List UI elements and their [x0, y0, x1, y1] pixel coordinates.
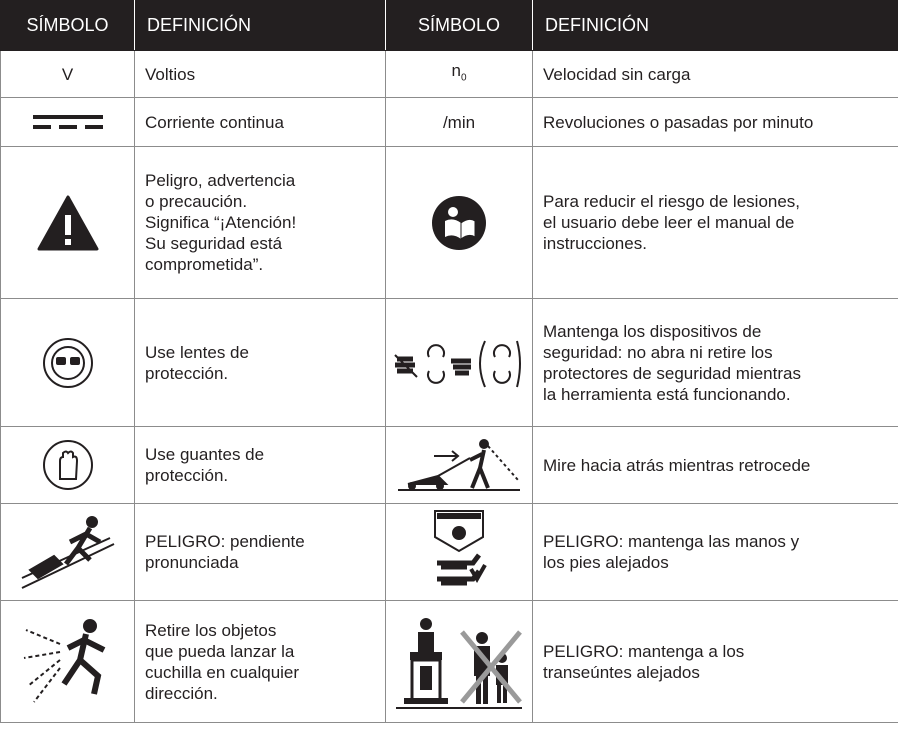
- icon-cell: [0, 298, 135, 427]
- icon-cell: [0, 146, 135, 299]
- goggles-icon: [42, 337, 93, 388]
- definition-line: dirección.: [145, 683, 218, 703]
- definition: Mire hacia atrás mientras retrocede: [532, 426, 898, 504]
- row: Use lentes de protección. Mantenga los di…: [0, 298, 898, 427]
- definition-line: que pueda lanzar la: [145, 641, 295, 661]
- thrown-objects-icon: [23, 618, 105, 703]
- symbol-text: /min: [385, 97, 533, 147]
- definition-line: o precaución.: [145, 192, 248, 211]
- definition-line: Su seguridad está: [145, 234, 283, 253]
- definition-line: protección.: [145, 363, 229, 383]
- definition: Revoluciones o pasadas por minuto: [532, 97, 898, 147]
- symbol-base: n: [451, 60, 461, 80]
- row: Peligro, advertencia o precaución. Signifi…: [0, 146, 898, 299]
- definition-line: PELIGRO: mantenga las manos y: [543, 532, 800, 551]
- icon-cell: [385, 426, 533, 504]
- definition: Mantenga los dispositivos de seguridad: n…: [532, 298, 898, 427]
- guards-icon: [394, 340, 521, 387]
- definition-line: Significa “¡Atención!: [145, 213, 297, 232]
- slope-icon: [21, 516, 114, 589]
- definition: PELIGRO: mantenga a los transeúntes aleja…: [532, 600, 898, 723]
- definition: Voltios: [134, 50, 386, 98]
- row: Use guantes de protección. Mire hacia atr…: [0, 426, 898, 504]
- header-cell: DEFINICIÓN: [134, 0, 386, 51]
- reverse-icon: [398, 439, 520, 491]
- definition-line: Use lentes de: [145, 342, 249, 362]
- header-cell: SÍMBOLO: [385, 0, 533, 51]
- icon-cell: [385, 146, 533, 299]
- warning-icon: [37, 195, 98, 250]
- header-cell: DEFINICIÓN: [532, 0, 898, 51]
- definition-line: el usuario debe leer el manual de: [543, 213, 795, 232]
- dc-icon: [32, 115, 103, 129]
- definition-line: Mire hacia atrás mientras retrocede: [543, 455, 811, 475]
- header-cell: SÍMBOLO: [0, 0, 135, 51]
- definition: PELIGRO: pendiente pronunciada: [134, 503, 386, 601]
- manual-icon: [432, 195, 486, 250]
- hands-feet-icon: [434, 510, 487, 586]
- row: Retire los objetos que pueda lanzar la cuc…: [0, 600, 898, 723]
- definition-line: Para reducir el riesgo de lesiones,: [543, 192, 801, 211]
- definition-line: Voltios: [145, 64, 196, 84]
- definition-line: cuchilla en cualquier: [145, 662, 300, 682]
- definition-line: PELIGRO: pendiente: [145, 532, 305, 551]
- definition-line: Retire los objetos: [145, 620, 277, 640]
- definition-line: comprometida”.: [145, 255, 264, 274]
- gloves-icon: [42, 440, 93, 490]
- icon-cell: [0, 426, 135, 504]
- definition: Use lentes de protección.: [134, 298, 386, 427]
- definition-line: protectores de seguridad mientras: [543, 363, 801, 383]
- definition: Velocidad sin carga: [532, 50, 898, 98]
- definition-line: Use guantes de: [145, 445, 265, 464]
- definition: Use guantes de protección.: [134, 426, 386, 504]
- icon-cell: [0, 600, 135, 723]
- icon-cell: [385, 298, 533, 427]
- definition: Peligro, advertencia o precaución. Signifi…: [134, 146, 386, 299]
- definition-line: Mantenga los dispositivos de: [543, 321, 762, 341]
- symbol-text: V: [0, 50, 135, 98]
- definition-line: instrucciones.: [543, 234, 647, 253]
- definition: Corriente continua: [134, 97, 386, 147]
- definition-line: los pies alejados: [543, 553, 669, 572]
- definition-line: seguridad: no abra ni retire los: [543, 342, 773, 362]
- definition-line: pronunciada: [145, 553, 239, 572]
- definition: PELIGRO: mantenga las manos y los pies al…: [532, 503, 898, 601]
- row: V Voltios n0 Velocidad sin carga: [0, 50, 898, 98]
- icon-cell: [0, 503, 135, 601]
- icon-cell: [0, 97, 135, 147]
- definition-line: Peligro, advertencia: [145, 171, 296, 190]
- symbol-text: n0: [385, 50, 533, 98]
- row: Corriente continua /min Revoluciones o p…: [0, 97, 898, 147]
- icon-cell: [385, 503, 533, 601]
- header-row: SÍMBOLO DEFINICIÓN SÍMBOLO DEFINICIÓN: [0, 0, 898, 51]
- definition-line: Velocidad sin carga: [543, 64, 691, 84]
- bystanders-icon: [396, 617, 522, 709]
- symbol-sub: 0: [460, 72, 467, 84]
- definition-line: Corriente continua: [145, 112, 284, 132]
- definition-line: Revoluciones o pasadas por minuto: [543, 112, 814, 132]
- definition: Para reducir el riesgo de lesiones, el us…: [532, 146, 898, 299]
- definition-line: transeúntes alejados: [543, 662, 700, 682]
- icon-cell: [385, 600, 533, 723]
- definition-line: la herramienta está funcionando.: [543, 384, 791, 404]
- definition-line: PELIGRO: mantenga a los: [543, 641, 745, 661]
- definition: Retire los objetos que pueda lanzar la cuc…: [134, 600, 386, 723]
- definition-line: protección.: [145, 466, 229, 485]
- row: PELIGRO: pendiente pronunciada PELIGRO: m…: [0, 503, 898, 601]
